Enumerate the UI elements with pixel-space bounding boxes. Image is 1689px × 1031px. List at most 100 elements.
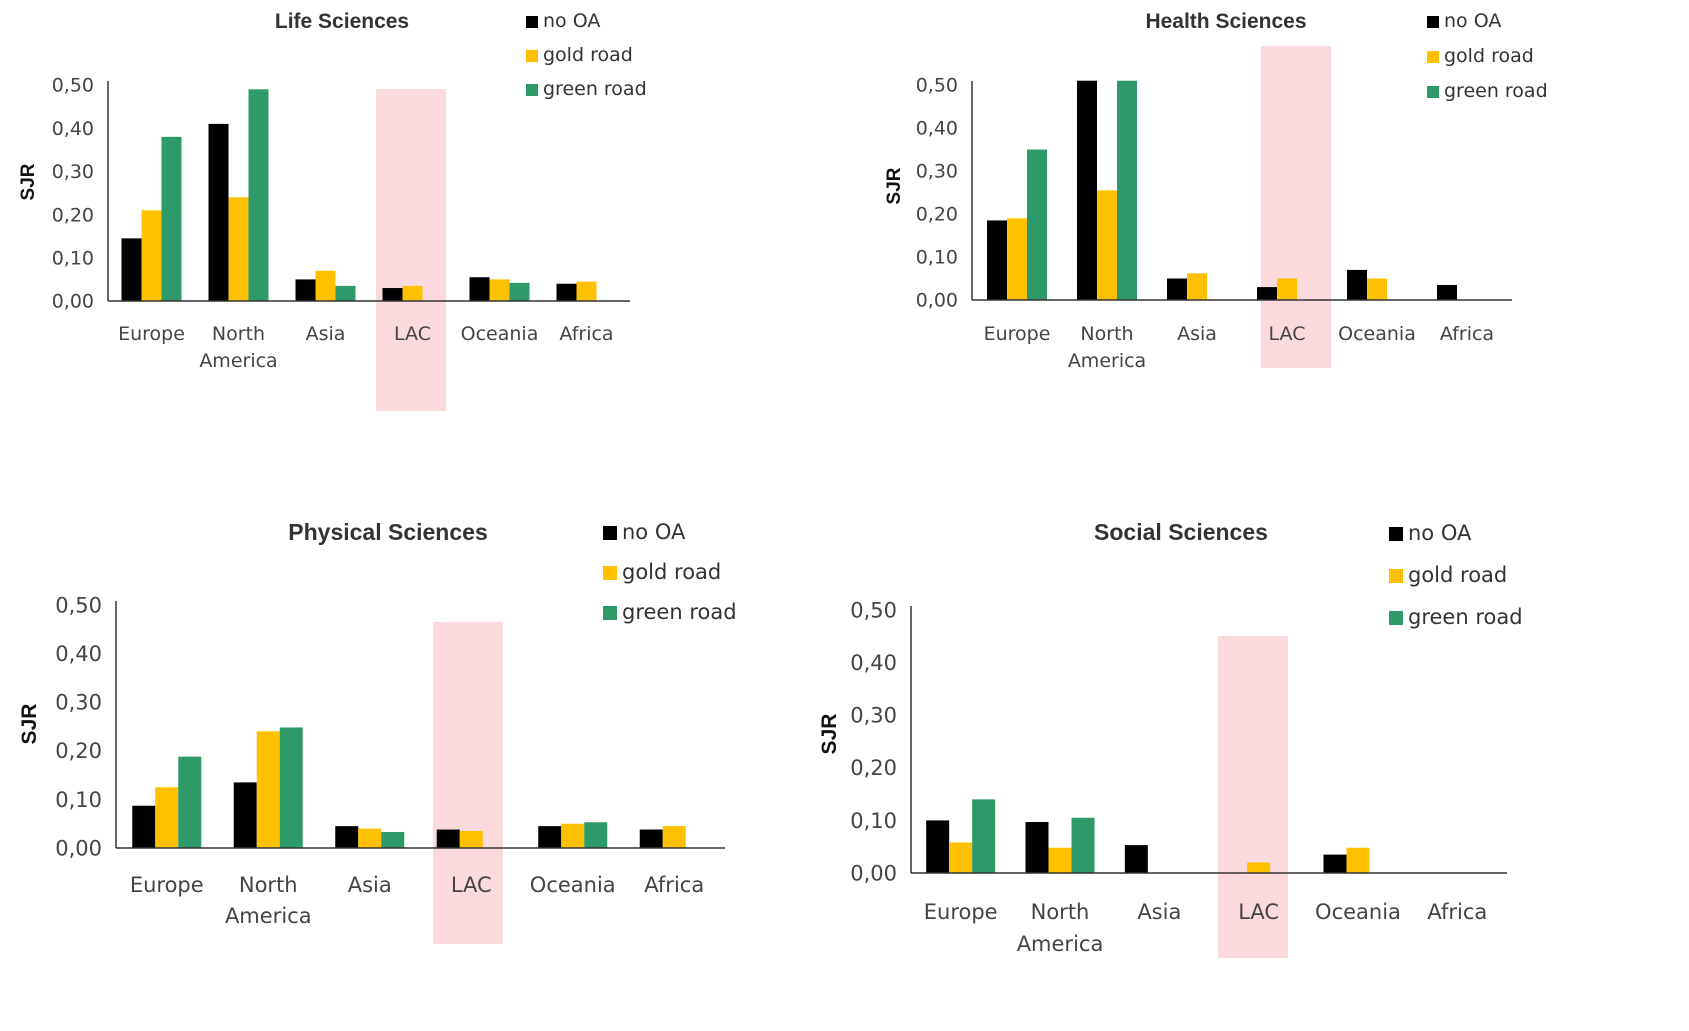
legend-swatch [603,526,617,540]
x-category-label-line: Africa [644,873,704,897]
bar-gold-road [949,842,973,873]
bar-no-oa [1124,845,1148,873]
y-tick-label: 0,10 [850,809,897,833]
x-category-label-line: LAC [1238,900,1279,924]
y-tick-label: 0,10 [916,247,958,269]
legend-label: green road [1444,80,1548,102]
y-tick-label: 0,30 [55,691,102,715]
y-tick-label: 0,20 [916,204,958,226]
legend-swatch [526,16,538,28]
y-axis-label: SJR [884,167,905,204]
chart-title: Physical Sciences [288,519,487,545]
bar-gold-road [561,823,585,848]
x-category-label-line: LAC [451,873,492,897]
y-tick-label: 0,20 [52,204,94,226]
x-category-label: Europe [924,900,998,924]
x-category-label-line: Africa [1427,900,1487,924]
bar-no-oa [1025,821,1049,873]
legend-swatch [603,566,617,580]
y-tick-label: 0,40 [55,642,102,666]
bar-gold-road [1247,862,1271,873]
x-category-label: Africa [559,323,613,345]
bar-green-road [1071,817,1095,873]
legend-label: no OA [1408,521,1472,545]
bar-green-road [584,822,608,848]
y-tick-label: 0,30 [916,161,958,183]
bar-green-road [279,727,303,848]
x-category-label: Africa [1440,323,1494,345]
x-category-label: Europe [130,873,204,897]
bar-green-road [178,756,202,848]
bar-gold-road [1097,190,1117,300]
chart-title: Social Sciences [1094,519,1268,545]
x-category-label: North America [1017,900,1104,956]
bar-gold-road [459,830,483,848]
y-tick-label: 0,50 [52,75,94,97]
y-tick-label: 0,20 [850,756,897,780]
bar-no-oa [1347,269,1367,300]
bar-no-oa [233,782,257,848]
bar-no-oa [132,805,156,848]
bar-no-oa [926,820,950,873]
bar-no-oa [295,279,316,301]
x-category-label: Oceania [1338,323,1416,345]
legend-swatch [526,84,538,96]
bar-no-oa [469,277,490,301]
chart-group: Physical Sciences SJR 0,00 0,10 0,20 0,30 0,40… [18,519,737,944]
x-category-label: LAC [451,873,492,897]
y-tick-label: 0,50 [55,593,102,617]
bar-green-road [972,799,996,873]
legend-swatch [1427,16,1439,28]
x-category-label-line: Oceania [461,323,539,345]
bar-gold-road [402,285,423,301]
chart-svg: Social Sciences SJR 0,00 0,10 0,20 0,30 0,40 0,… [818,519,1523,958]
y-tick-label: 0,40 [52,118,94,140]
legend-swatch [526,50,538,62]
y-tick-label: 0,10 [55,788,102,812]
highlight-band-lac [433,622,503,944]
x-category-label: Europe [118,323,185,345]
bar-green-road [381,831,405,848]
bar-no-oa [1323,854,1347,873]
chart-title: Health Sciences [1145,10,1306,33]
x-category-label-line: Africa [1440,323,1494,345]
x-category-label: Africa [644,873,704,897]
x-category-label-line: Europe [924,900,998,924]
chart-title: Life Sciences [275,10,409,33]
legend-label: green road [543,78,647,100]
legend-label: no OA [1444,10,1501,32]
x-category-label-line: Asia [348,873,392,897]
chart-group: Social Sciences SJR 0,00 0,10 0,20 0,30 0,40 0,… [818,519,1523,958]
legend-swatch [1389,569,1403,583]
legend-label: gold road [622,560,721,584]
bar-no-oa [1167,278,1187,300]
highlight-band-lac [1218,636,1288,958]
x-category-label-line: Europe [118,323,185,345]
legend-swatch [1427,51,1439,63]
bar-gold-road [1007,218,1027,300]
x-category-label: North America [225,873,312,928]
x-category-label-line: Africa [559,323,613,345]
bar-gold-road [155,787,179,848]
chart-social-sciences: Social Sciences SJR 0,00 0,10 0,20 0,30 0,40 0,… [818,519,1689,1031]
bar-no-oa [538,826,562,848]
y-tick-label: 0,40 [850,651,897,675]
x-category-label: North America [199,323,277,372]
bar-green-road [248,89,269,301]
x-category-label: Asia [1137,900,1181,924]
legend-label: green road [1408,605,1523,629]
x-category-label-line: Asia [1137,900,1181,924]
legend-label: no OA [543,10,600,32]
chart-group: Life Sciences SJR 0,00 0,10 0,20 0,30 0,40 0,50… [18,10,647,411]
x-category-label-line: North [1080,323,1133,345]
y-tick-label: 0,00 [916,290,958,312]
x-category-label-line: LAC [394,323,431,345]
legend-label: gold road [1408,563,1507,587]
y-tick-label: 0,40 [916,118,958,140]
bar-gold-road [662,826,686,848]
legend-swatch [1389,611,1403,625]
highlight-band-lac [376,89,446,411]
y-tick-label: 0,50 [850,598,897,622]
highlight-band-lac [1261,46,1331,368]
bar-gold-road [1367,278,1387,300]
